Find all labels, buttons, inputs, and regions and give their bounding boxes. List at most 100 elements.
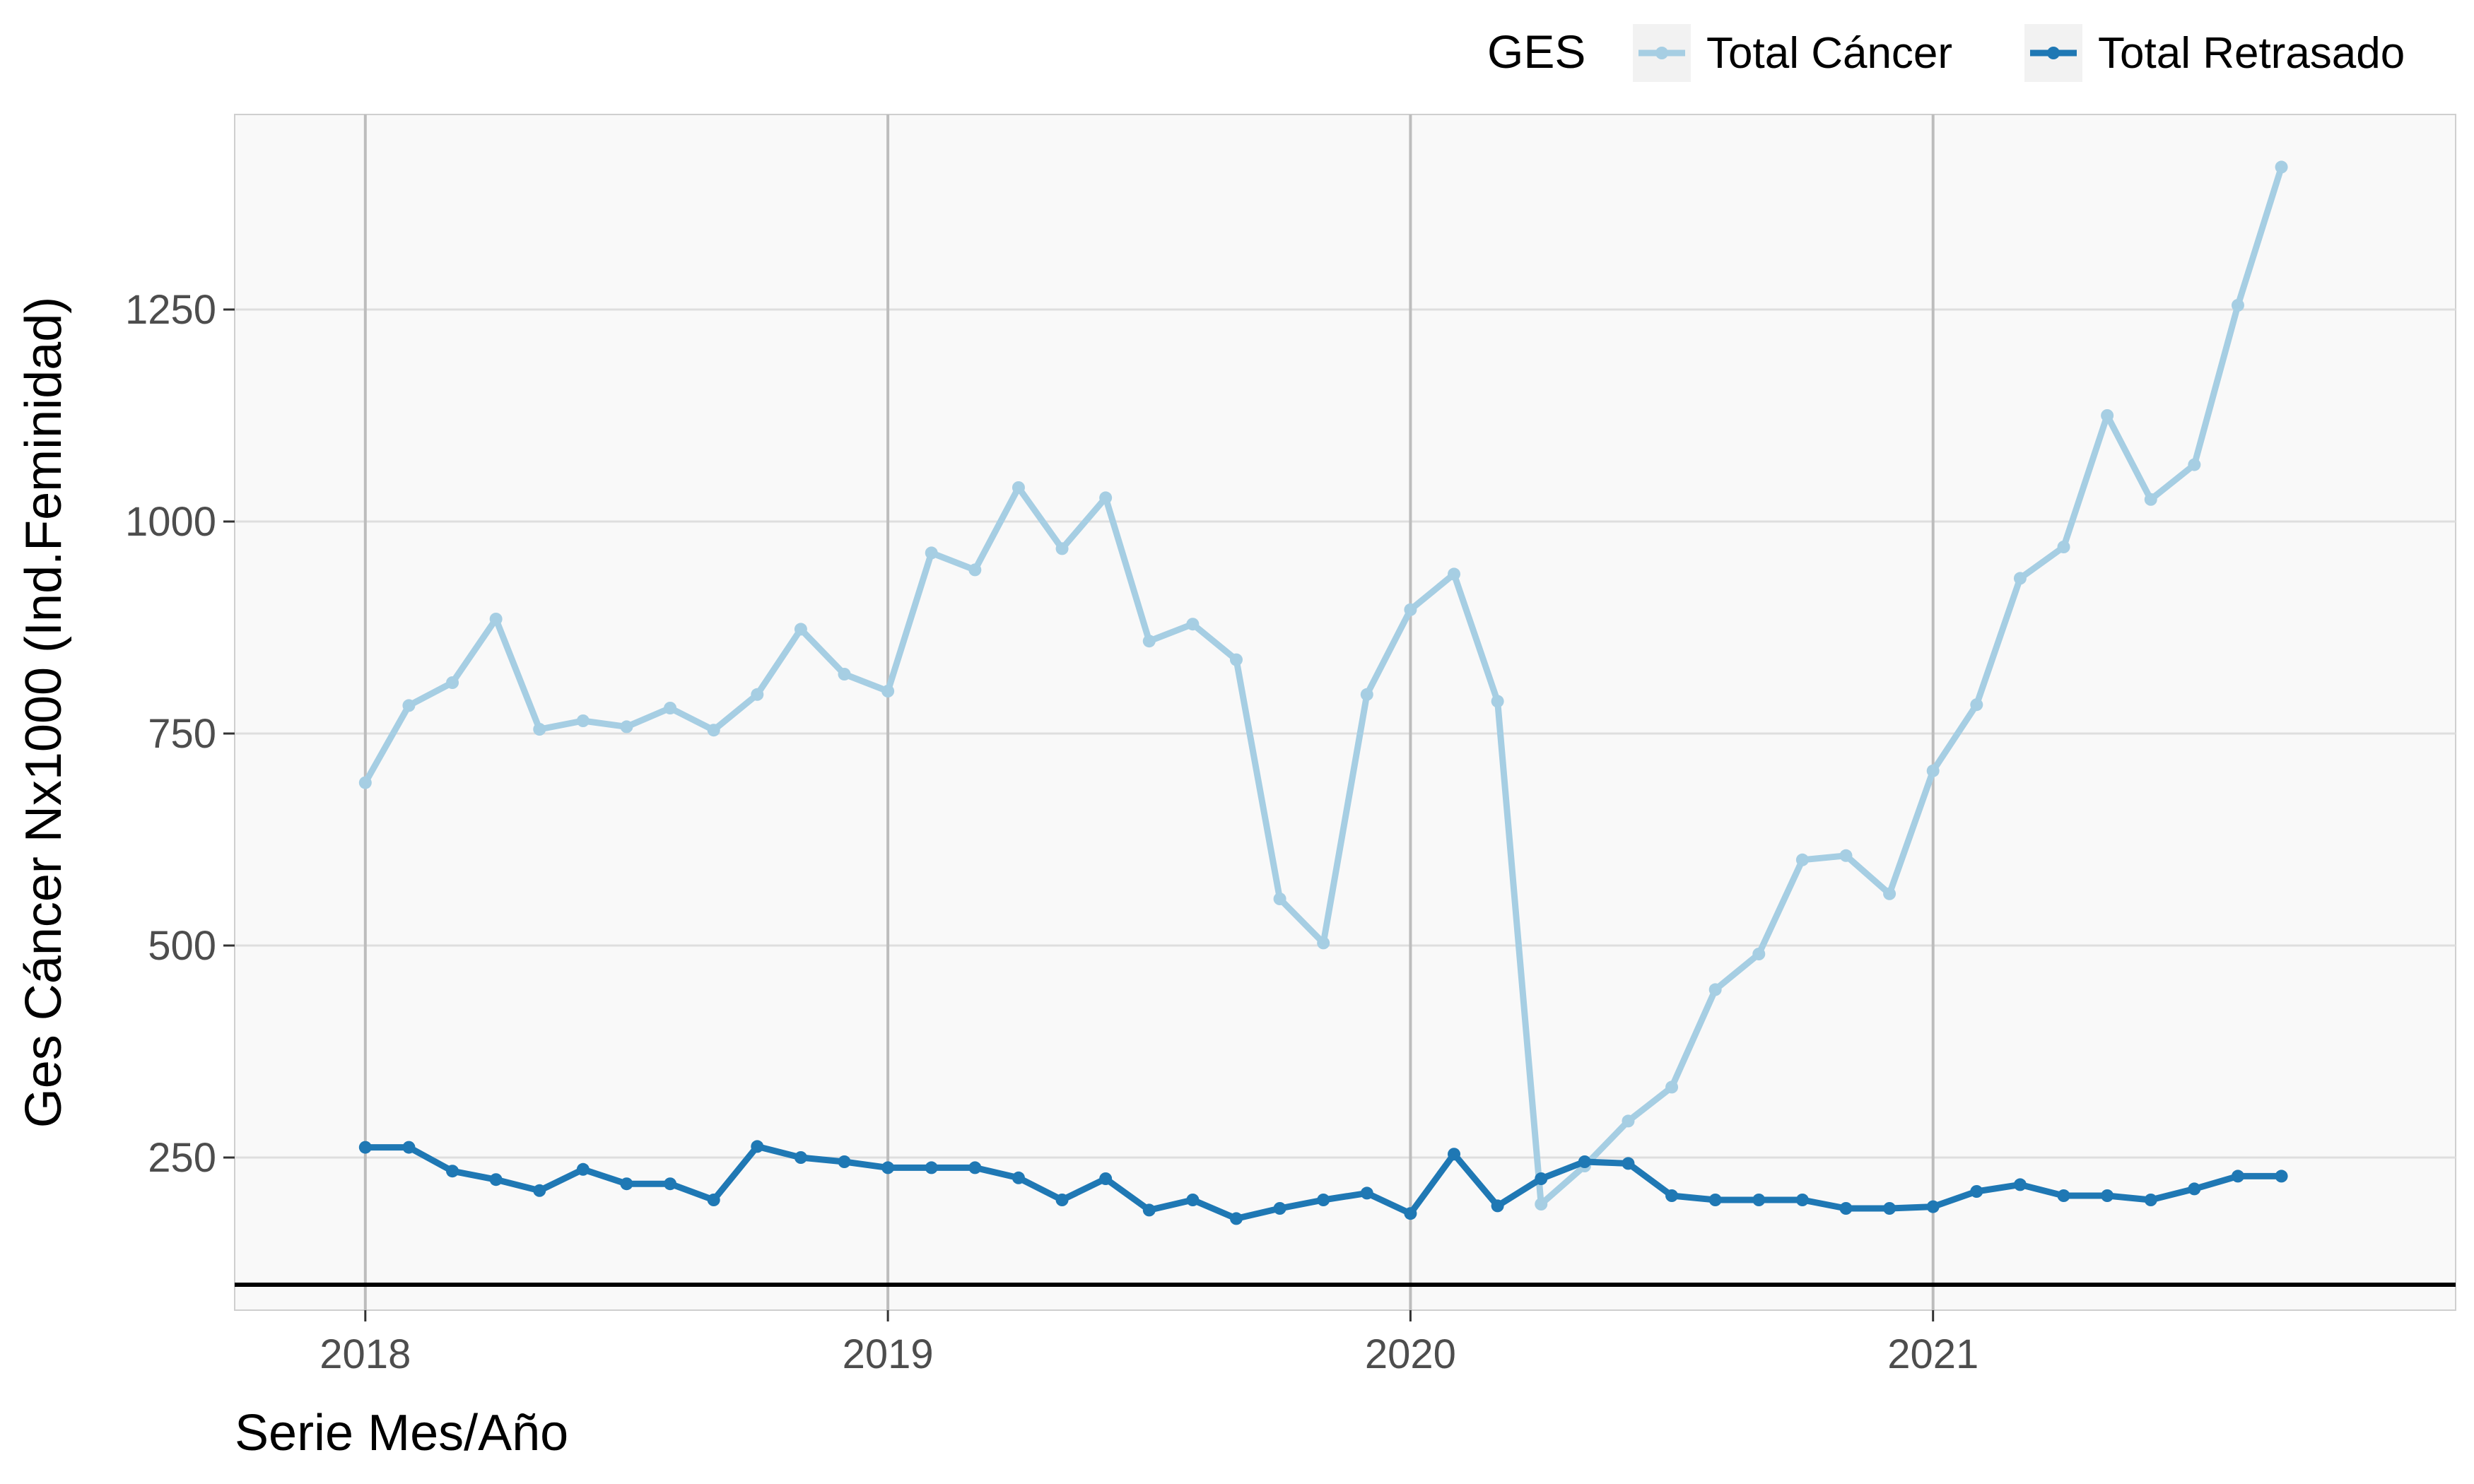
data-point xyxy=(1448,567,1461,581)
data-point xyxy=(2101,1189,2114,1202)
data-point xyxy=(1055,1194,1069,1206)
y-tick-label: 750 xyxy=(148,711,216,757)
data-point xyxy=(2275,160,2288,174)
data-point xyxy=(1404,603,1417,616)
legend: GES Total Cáncer Total Retrasado xyxy=(1487,24,2405,82)
data-point xyxy=(533,1184,546,1197)
x-tick-label: 2020 xyxy=(1365,1331,1456,1377)
data-point xyxy=(1665,1080,1679,1094)
data-point xyxy=(1578,1155,1591,1168)
x-tick-label: 2019 xyxy=(843,1331,934,1377)
data-point xyxy=(1491,1199,1504,1213)
data-point xyxy=(2231,299,2244,312)
data-point xyxy=(1535,1198,1548,1211)
x-axis-title: Serie Mes/Año xyxy=(235,1405,568,1461)
data-point xyxy=(2231,1170,2244,1183)
data-point xyxy=(751,1140,764,1153)
data-point xyxy=(1360,688,1373,701)
data-point xyxy=(446,676,459,689)
data-point xyxy=(968,1161,982,1174)
data-point xyxy=(968,563,982,577)
data-point xyxy=(1970,698,1983,712)
y-tick-labels: 250 500 750 1000 1250 xyxy=(125,287,235,1181)
data-point xyxy=(533,723,546,736)
y-tick-label: 1000 xyxy=(125,499,216,545)
data-point xyxy=(881,685,895,697)
data-point xyxy=(620,720,633,734)
data-point xyxy=(620,1177,633,1191)
data-point xyxy=(1708,1194,1722,1206)
data-point xyxy=(794,1151,807,1164)
data-point xyxy=(489,1173,503,1186)
data-point xyxy=(1186,618,1200,631)
data-point xyxy=(1752,948,1766,960)
data-point xyxy=(2275,1170,2288,1183)
data-point xyxy=(2013,572,2027,585)
y-tick-label: 250 xyxy=(148,1135,216,1181)
data-point xyxy=(925,546,938,560)
data-point xyxy=(1926,764,1940,777)
data-point xyxy=(1142,1203,1156,1217)
data-point xyxy=(1883,1202,1896,1215)
data-point xyxy=(402,1141,416,1154)
grid-layer xyxy=(235,114,2456,1310)
series-total-cncer xyxy=(358,160,2288,1211)
data-point xyxy=(1186,1194,1200,1206)
legend-title: GES xyxy=(1487,25,1585,78)
data-point xyxy=(925,1161,938,1174)
data-point xyxy=(1055,542,1069,555)
legend-label: Total Cáncer xyxy=(1706,29,1952,78)
data-point xyxy=(1273,1202,1286,1215)
data-point xyxy=(838,1155,851,1168)
data-point xyxy=(1970,1185,1983,1198)
data-point xyxy=(1012,1171,1025,1184)
x-tick-label: 2021 xyxy=(1887,1331,1978,1377)
data-point xyxy=(1099,1172,1113,1185)
plot-panel xyxy=(234,114,2456,1311)
x-tick-label: 2018 xyxy=(319,1331,411,1377)
data-point xyxy=(1926,1200,1940,1213)
legend-label: Total Retrasado xyxy=(2098,29,2405,78)
x-tick-labels: 2018 2019 2020 2021 xyxy=(319,1310,1978,1377)
data-point xyxy=(1229,653,1243,666)
data-point xyxy=(358,776,372,789)
data-point xyxy=(1012,481,1025,494)
data-point xyxy=(1535,1172,1548,1185)
data-point xyxy=(1752,1194,1766,1206)
data-point xyxy=(1665,1189,1679,1202)
y-tick-label: 500 xyxy=(148,923,216,969)
data-point xyxy=(1142,635,1156,648)
data-point xyxy=(1099,491,1113,505)
series-layer xyxy=(358,160,2288,1225)
data-point xyxy=(2144,1194,2157,1206)
data-point xyxy=(664,1177,677,1191)
data-point xyxy=(2057,541,2070,553)
data-point xyxy=(1360,1186,1373,1200)
data-point xyxy=(1273,893,1286,905)
data-point xyxy=(446,1165,459,1178)
data-point xyxy=(1622,1157,1635,1170)
data-point xyxy=(1839,849,1853,862)
data-point xyxy=(2144,493,2157,506)
data-point xyxy=(2013,1178,2027,1191)
data-point xyxy=(576,1162,590,1176)
data-point xyxy=(1404,1207,1417,1220)
data-point xyxy=(358,1141,372,1154)
data-point xyxy=(489,613,503,625)
legend-key-point xyxy=(1655,47,1668,59)
data-point xyxy=(881,1161,895,1174)
data-point xyxy=(2188,1182,2201,1196)
data-point xyxy=(751,688,764,701)
data-point xyxy=(707,1194,720,1206)
data-point xyxy=(1795,1194,1809,1206)
data-point xyxy=(1795,853,1809,866)
data-point xyxy=(2057,1189,2070,1202)
data-point xyxy=(1491,695,1504,708)
data-point xyxy=(838,668,851,681)
legend-items: Total Cáncer Total Retrasado xyxy=(1633,24,2405,82)
data-point xyxy=(664,702,677,714)
data-point xyxy=(1229,1212,1243,1225)
y-axis-title: Ges Cáncer Nx1000 (Ind.Feminidad) xyxy=(16,297,72,1129)
